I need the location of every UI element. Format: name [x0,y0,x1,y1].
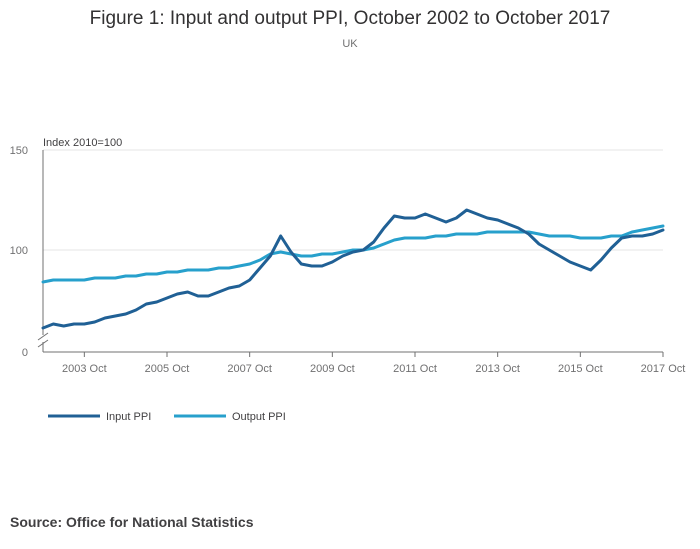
x-tick-label: 2015 Oct [558,363,603,375]
series-line-output-ppi [41,224,665,284]
axis-break-mark [37,339,49,348]
x-tick-label: 2017 Oct [641,363,686,375]
source-note: Source: Office for National Statistics [10,514,254,530]
y-tick-label: 150 [10,145,28,157]
y-tick-label: 100 [10,245,28,257]
y-axis-unit-label: Index 2010=100 [43,137,122,149]
x-tick-label: 2005 Oct [145,363,190,375]
legend-label-input-ppi: Input PPI [106,411,151,423]
chart-subtitle: UK [342,38,358,50]
axes: 0 100 150 2003 Oct 2005 Oct 2007 Oct 2009 Oct 2… [10,145,686,375]
x-tick-label: 2007 Oct [227,363,272,375]
series-line-input-ppi [41,208,665,330]
x-tick-label: 2011 Oct [393,363,437,375]
legend: Input PPI Output PPI [48,411,286,423]
y-tick-label: 0 [22,347,28,359]
chart-title: Figure 1: Input and output PPI, October … [89,8,611,29]
legend-label-output-ppi: Output PPI [232,411,286,423]
x-tick-label: 2009 Oct [310,363,355,375]
series-layer [41,208,665,330]
x-tick-label: 2003 Oct [62,363,107,375]
x-tick-label: 2013 Oct [475,363,520,375]
axis-break-mark [37,332,49,341]
